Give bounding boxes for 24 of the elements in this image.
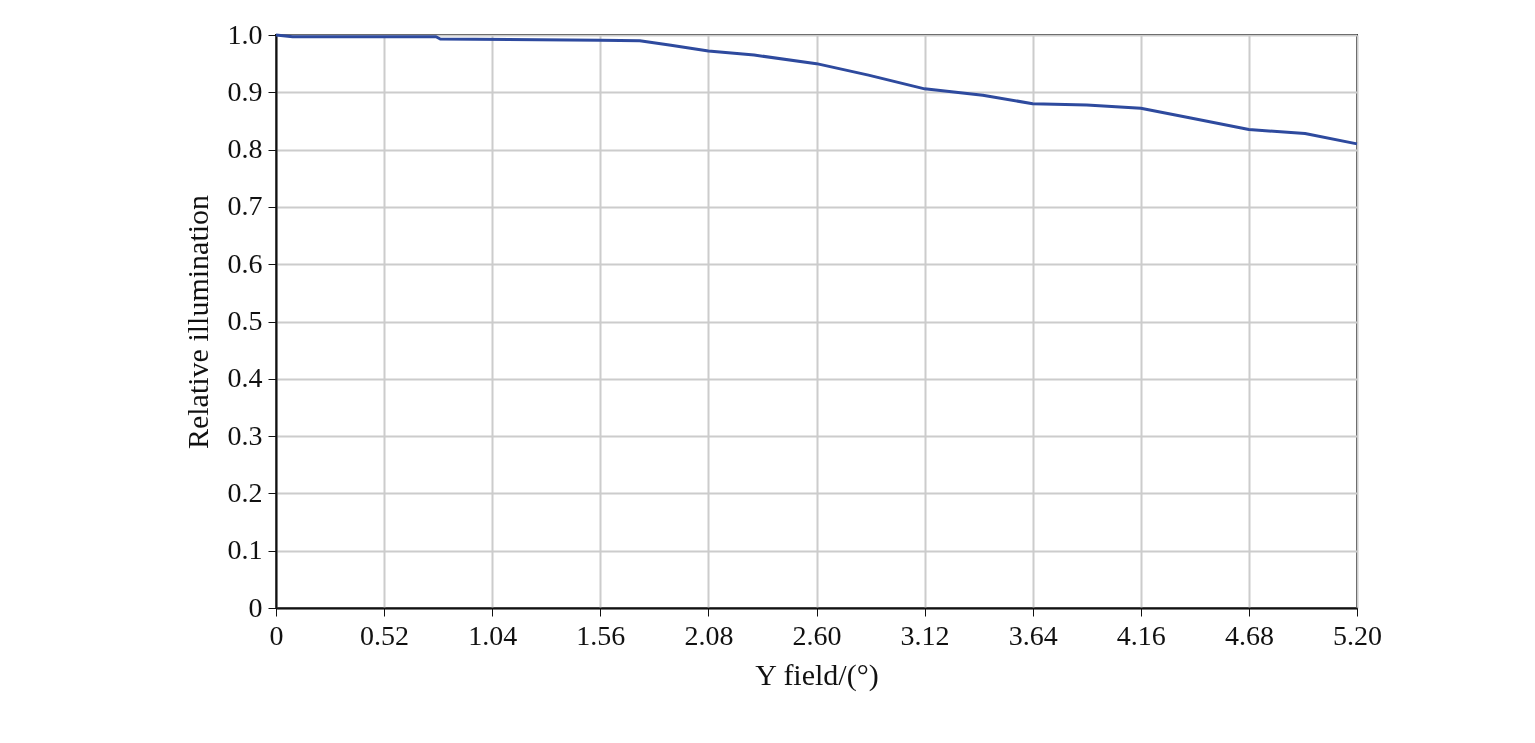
y-axis-title: Relative illumination	[180, 194, 214, 450]
y-tick-label: 0.8	[227, 133, 263, 165]
y-tick-label: 0.4	[227, 362, 263, 394]
y-tick-label: 0.2	[227, 476, 263, 508]
x-tick-label: 1.56	[576, 619, 626, 651]
x-tick-label: 2.08	[684, 619, 734, 651]
y-tick-label: 1.0	[227, 18, 263, 50]
y-tick-label: 0.3	[227, 419, 263, 451]
y-tick-label: 0.5	[227, 305, 263, 336]
x-tick-label: 1.04	[468, 619, 518, 651]
x-axis-title: Y field/(°)	[755, 657, 879, 692]
y-tick-label: 0.6	[227, 247, 263, 279]
y-tick-label: 0.9	[227, 75, 263, 107]
y-tick-label: 0.7	[227, 190, 263, 222]
x-tick-label: 3.12	[900, 619, 950, 651]
x-tick-label: 2.60	[792, 619, 842, 651]
x-tick-label: 4.68	[1224, 619, 1274, 651]
x-tick-label: 3.64	[1008, 619, 1058, 651]
x-tick-label: 0.52	[360, 619, 410, 651]
y-tick-label: 0.1	[227, 534, 263, 566]
x-tick-label: 4.16	[1116, 619, 1166, 651]
x-tick-label: 0	[269, 619, 284, 651]
y-tick-label: 0	[248, 591, 263, 623]
x-tick-label: 5.20	[1333, 619, 1382, 651]
